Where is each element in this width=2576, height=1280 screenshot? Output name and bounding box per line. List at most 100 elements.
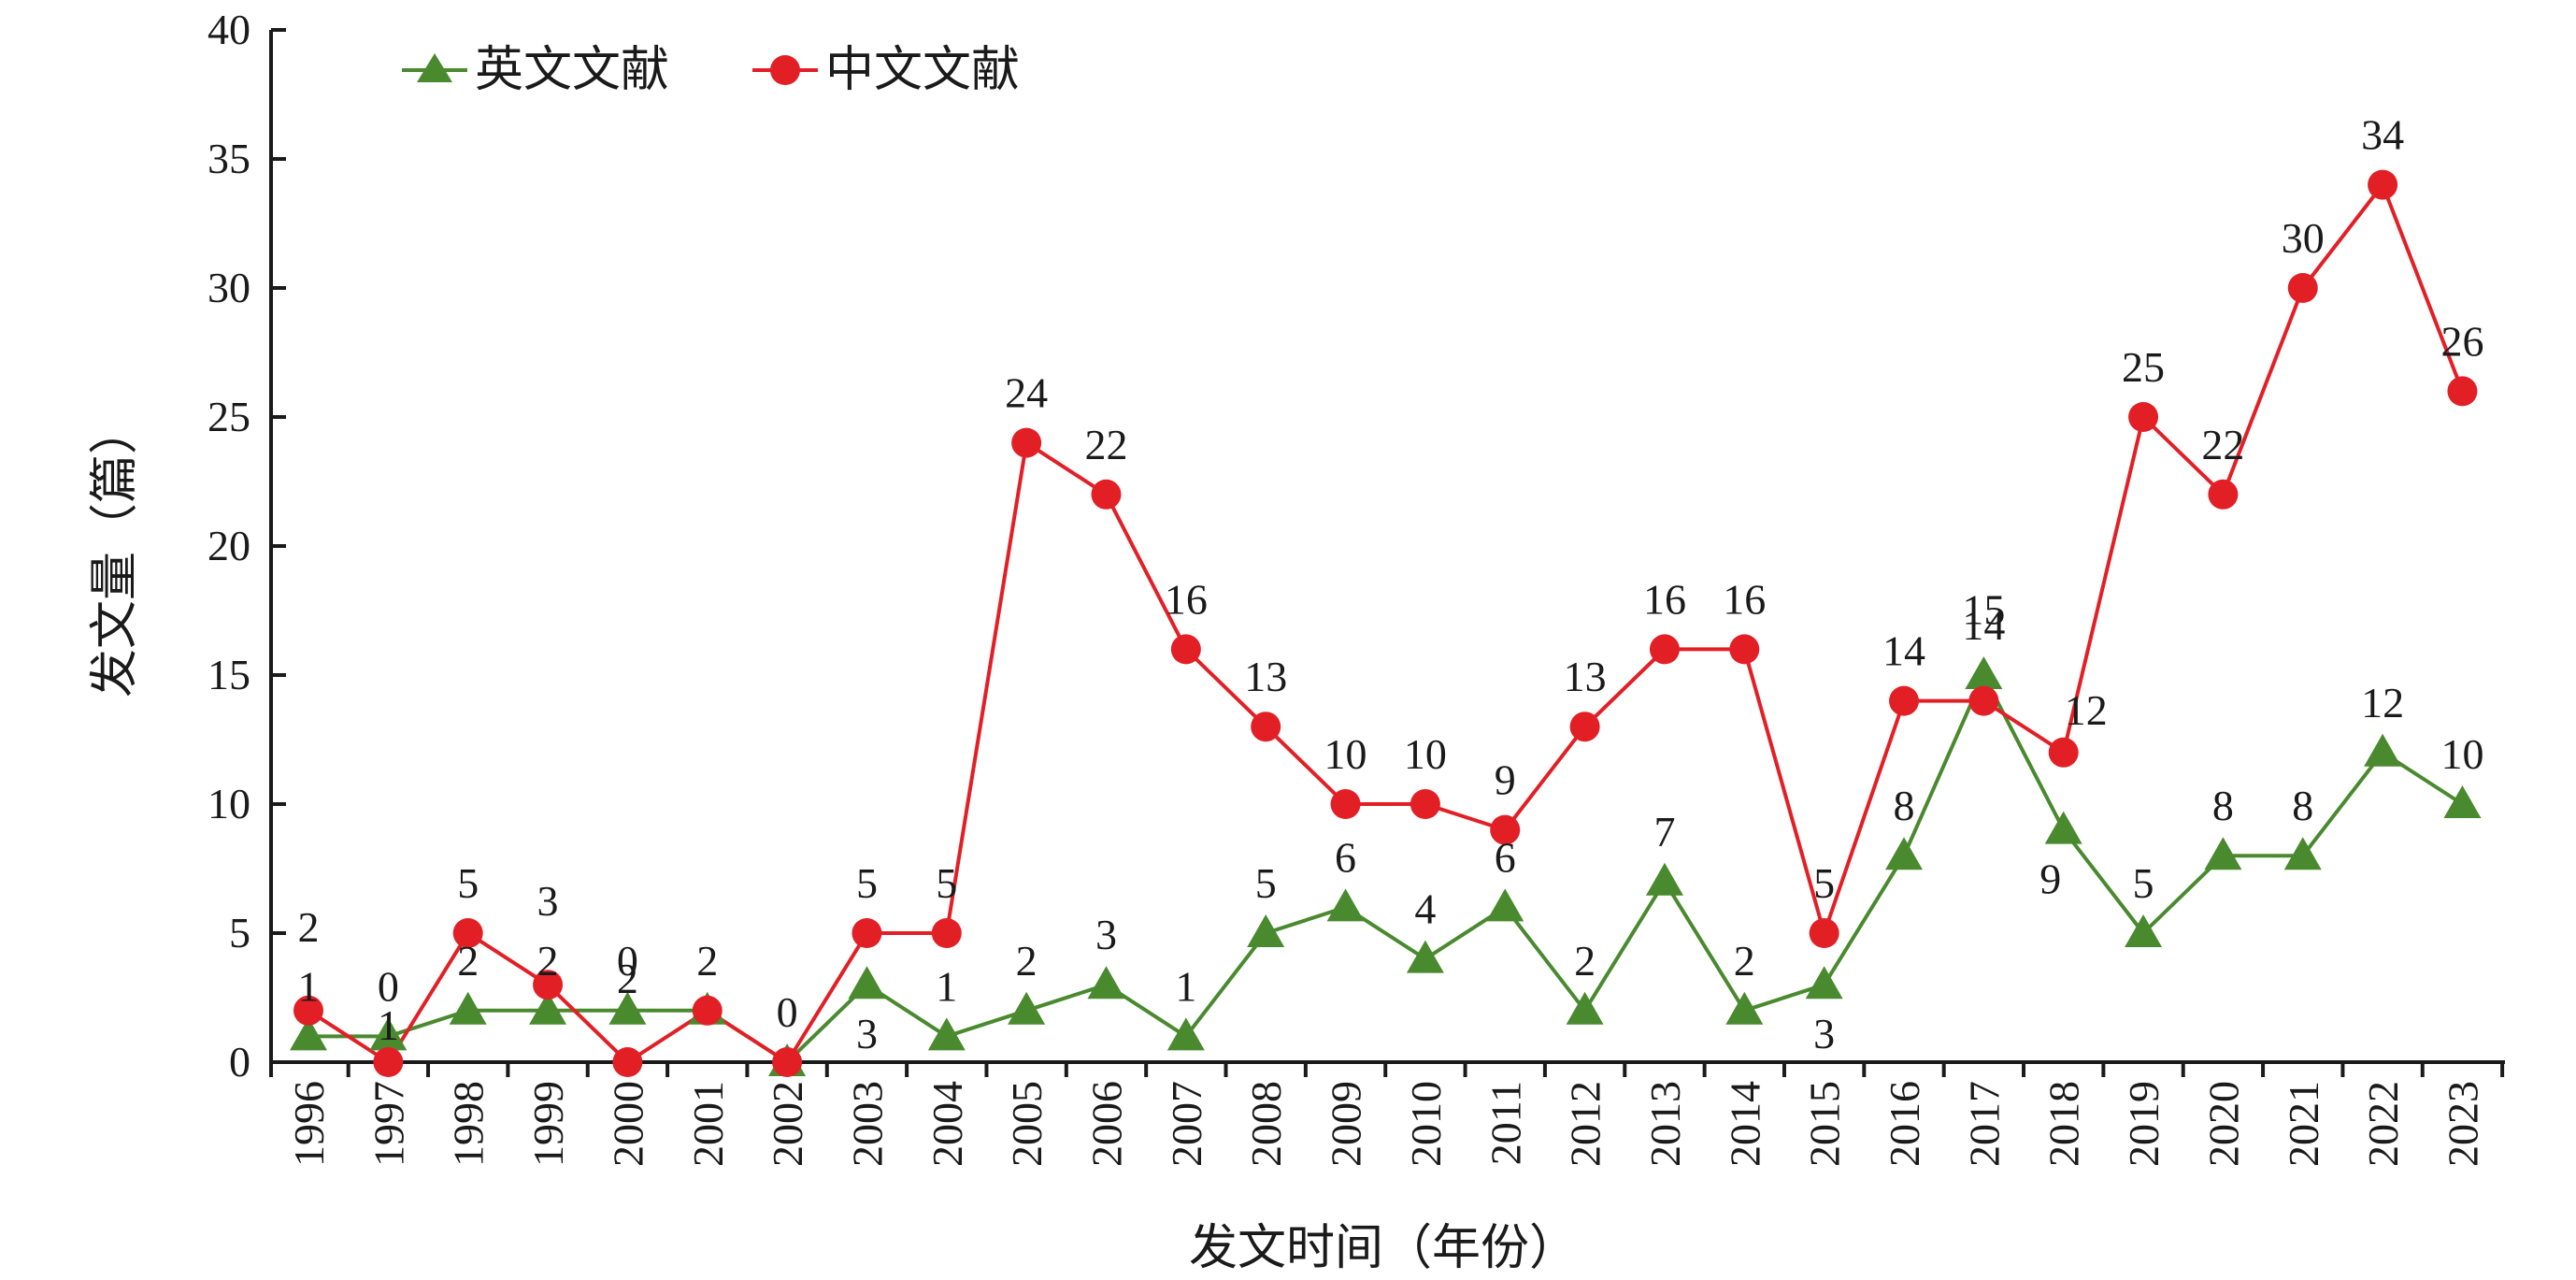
series-lines — [307, 182, 2465, 1064]
data-label-chinese: 10 — [1404, 730, 1447, 778]
x-ticks: 1996 1997 1998 1999 2000 2001 2002 2003 2004 2005… — [269, 1062, 2505, 1167]
circle-marker — [533, 970, 564, 1000]
y-tick-label: 40 — [208, 6, 250, 53]
y-tick-label: 5 — [229, 909, 250, 956]
x-tick-label: 1997 — [365, 1081, 412, 1167]
data-label-chinese: 5 — [1813, 859, 1835, 907]
circle-marker — [772, 1047, 803, 1077]
data-label-chinese: 13 — [1244, 653, 1287, 700]
y-axis-title: 发文量（篇） — [89, 406, 142, 698]
data-label-english: 8 — [2292, 782, 2313, 829]
circle-marker — [452, 918, 483, 948]
data-label-english: 6 — [1335, 833, 1356, 881]
y-tick-label: 15 — [208, 651, 250, 698]
triangle-marker — [2364, 733, 2402, 767]
triangle-marker — [1247, 914, 1285, 947]
data-label-chinese: 12 — [2065, 686, 2108, 734]
circle-marker — [2287, 273, 2318, 303]
x-tick-label: 2018 — [2040, 1081, 2088, 1167]
circle-marker — [1410, 789, 1440, 819]
data-label-english: 2 — [1574, 937, 1596, 985]
x-tick-label: 2005 — [1003, 1081, 1051, 1167]
triangle-marker — [1885, 837, 1923, 870]
data-label-english: 5 — [2133, 859, 2154, 907]
triangle-marker — [2125, 914, 2163, 947]
circle-marker — [2048, 737, 2079, 768]
y-tick-label: 0 — [229, 1038, 250, 1086]
triangle-marker — [529, 991, 567, 1025]
data-label-english: 2 — [457, 937, 479, 985]
data-label-chinese: 30 — [2282, 214, 2325, 262]
circle-marker — [293, 995, 323, 1026]
circle-marker — [373, 1047, 404, 1077]
data-label-english: 0 — [617, 937, 638, 985]
triangle-marker — [848, 966, 886, 1000]
data-label-english: 8 — [1894, 782, 1915, 829]
triangle-marker — [449, 991, 487, 1025]
data-label-chinese: 3 — [537, 877, 559, 925]
data-label-chinese: 22 — [2201, 421, 2244, 468]
triangle-marker — [1008, 991, 1046, 1025]
data-label-english: 1 — [936, 962, 957, 1010]
circle-marker — [2447, 376, 2478, 407]
x-tick-label: 2012 — [1562, 1081, 1610, 1167]
y-tick-label: 20 — [208, 522, 250, 569]
triangle-marker — [1965, 656, 2003, 689]
data-label-english: 9 — [2039, 856, 2061, 903]
data-label-chinese: 9 — [1495, 756, 1516, 804]
triangle-marker — [608, 991, 647, 1025]
x-tick-label: 2014 — [1721, 1081, 1768, 1167]
data-label-english: 3 — [1095, 911, 1117, 958]
triangle-marker — [1406, 940, 1444, 973]
circle-marker — [1809, 918, 1839, 948]
triangle-marker — [1486, 888, 1524, 922]
data-label-english: 12 — [2361, 679, 2404, 726]
triangle-marker — [1087, 966, 1125, 1000]
data-label-english: 1 — [1175, 962, 1196, 1010]
x-tick-label: 2013 — [1641, 1081, 1689, 1167]
x-tick-label: 2017 — [1960, 1081, 2008, 1167]
triangle-marker — [2204, 837, 2242, 870]
data-label-english: 3 — [856, 1010, 878, 1057]
triangle-marker — [1805, 966, 1843, 1000]
x-tick-label: 2002 — [764, 1081, 811, 1167]
circle-marker — [1889, 685, 1919, 716]
data-label-chinese: 14 — [1882, 627, 1925, 675]
triangle-marker — [1326, 888, 1365, 922]
circle-marker — [1170, 634, 1201, 665]
series-line — [308, 673, 2464, 1064]
triangle-marker — [1566, 991, 1604, 1025]
circle-marker — [931, 918, 962, 948]
data-label-english: 6 — [1495, 833, 1516, 881]
x-tick-label: 2016 — [1881, 1081, 1928, 1167]
circle-marker — [1490, 814, 1521, 845]
data-label-chinese: 24 — [1005, 369, 1048, 417]
x-axis-title: 发文时间（年份） — [1189, 1222, 1578, 1275]
triangle-marker — [927, 1017, 966, 1051]
circle-marker — [1330, 789, 1361, 819]
x-tick-label: 2023 — [2439, 1081, 2486, 1167]
x-tick-label: 2020 — [2199, 1081, 2247, 1167]
data-label-chinese: 22 — [1085, 421, 1128, 468]
x-tick-label: 1999 — [524, 1081, 572, 1167]
x-tick-label: 2009 — [1323, 1081, 1370, 1167]
data-label-english: 3 — [1813, 1010, 1835, 1057]
x-tick-label: 2021 — [2280, 1081, 2327, 1167]
x-tick-label: 2003 — [843, 1081, 891, 1167]
series-markers — [290, 169, 2482, 1077]
triangle-marker — [1645, 862, 1683, 896]
data-label-english: 1 — [298, 962, 320, 1010]
x-tick-label: 1996 — [285, 1081, 333, 1167]
triangle-marker — [290, 1017, 327, 1051]
data-label-chinese: 2 — [298, 903, 320, 951]
circle-marker — [1729, 634, 1760, 665]
data-label-chinese: 15 — [1962, 586, 2005, 634]
legend: 英文文献 中文文献 — [402, 44, 1020, 97]
triangle-marker — [2044, 811, 2082, 844]
circle-marker — [2208, 479, 2239, 510]
data-label-chinese: 26 — [2440, 317, 2483, 365]
triangle-marker — [1725, 991, 1764, 1025]
circle-marker — [1251, 712, 1281, 742]
triangle-marker — [369, 1017, 408, 1051]
